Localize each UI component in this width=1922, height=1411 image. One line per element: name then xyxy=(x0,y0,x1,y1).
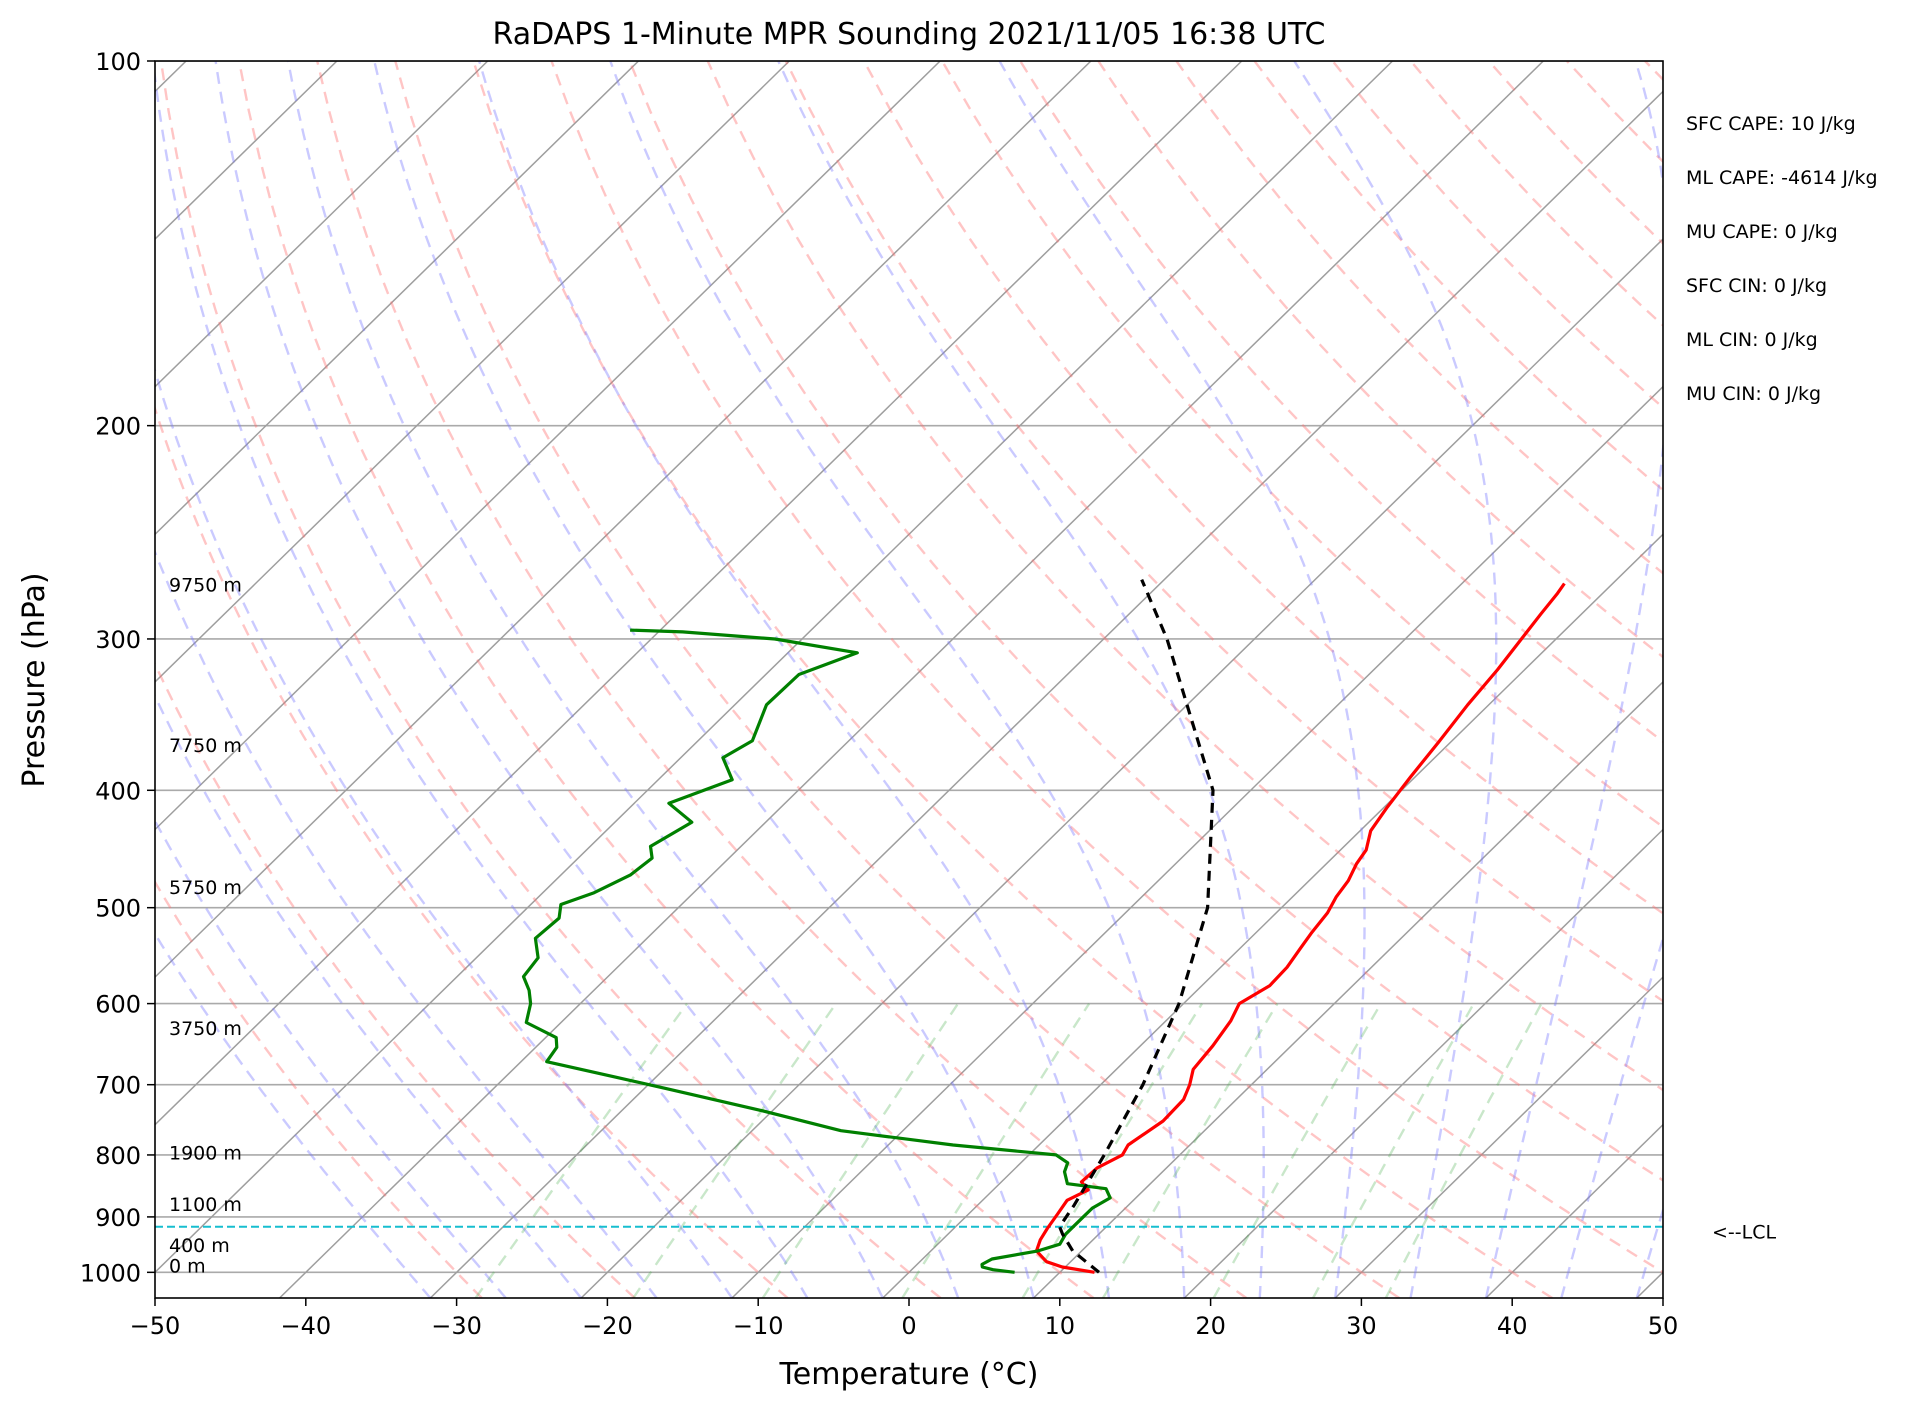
x-tick-label: 30 xyxy=(1346,1312,1377,1340)
isotherm-line xyxy=(0,61,488,1298)
dry-adiabat xyxy=(1176,61,1922,1298)
stat-line: ML CAPE: -4614 J/kg xyxy=(1686,167,1878,189)
height-label: 1100 m xyxy=(169,1194,242,1216)
dry-adiabat xyxy=(864,61,1922,1298)
moist-adiabat xyxy=(1294,61,1496,1298)
isotherm-line xyxy=(1637,61,1922,1298)
x-tick-label: −50 xyxy=(130,1312,181,1340)
height-label: 9750 m xyxy=(169,574,242,596)
moist-adiabat xyxy=(374,61,1033,1298)
x-tick-label: −20 xyxy=(582,1312,633,1340)
x-axis-label: Temperature (°C) xyxy=(779,1357,1039,1392)
y-tick-label: 800 xyxy=(95,1142,141,1170)
moist-adiabat xyxy=(610,61,1184,1298)
chart-title: RaDAPS 1-Minute MPR Sounding 2021/11/05 … xyxy=(493,17,1326,52)
y-tick-label: 400 xyxy=(95,777,141,805)
x-tick-label: 10 xyxy=(1045,1312,1076,1340)
x-tick-label: 40 xyxy=(1497,1312,1528,1340)
isotherm-line xyxy=(430,61,1694,1298)
x-tick-label: 0 xyxy=(901,1312,916,1340)
stat-line: MU CAPE: 0 J/kg xyxy=(1686,221,1838,243)
moist-adiabat xyxy=(778,61,1263,1298)
dry-adiabat xyxy=(0,61,482,1298)
dry-adiabat xyxy=(5,61,635,1298)
mixing-ratio-line xyxy=(1023,1004,1202,1298)
dry-adiabat xyxy=(317,61,1246,1298)
dry-adiabat xyxy=(83,61,788,1298)
x-tick-label: −30 xyxy=(431,1312,482,1340)
isotherm-line xyxy=(1335,61,1922,1298)
height-label: 7750 m xyxy=(169,735,242,757)
height-label: 0 m xyxy=(169,1255,206,1277)
dry-adiabat xyxy=(942,61,1922,1298)
x-tick-label: 20 xyxy=(1195,1312,1226,1340)
height-label: 1900 m xyxy=(169,1143,242,1165)
y-tick-label: 600 xyxy=(95,991,141,1019)
stat-line: MU CIN: 0 J/kg xyxy=(1686,383,1821,405)
moist-adiabat xyxy=(1561,61,1895,1298)
plot-area xyxy=(0,61,1922,1298)
moist-adiabat xyxy=(1637,61,1922,1298)
y-tick-label: 700 xyxy=(95,1072,141,1100)
isotherm-line xyxy=(0,61,789,1298)
mixing-ratio-line xyxy=(1214,1004,1381,1298)
y-axis-label: Pressure (hPa) xyxy=(17,572,52,787)
mixing-ratio-line xyxy=(902,1004,1089,1298)
dewpoint-profile xyxy=(524,630,1111,1272)
isotherm-line xyxy=(1788,61,1922,1298)
y-tick-label: 100 xyxy=(95,48,141,76)
dry-adiabat xyxy=(1567,61,1922,1298)
moist-adiabat xyxy=(1,61,582,1298)
mixing-ratio-line xyxy=(1386,1004,1542,1298)
mixing-ratio-line xyxy=(476,1004,687,1298)
isotherm-line xyxy=(883,61,1922,1298)
stat-line: ML CIN: 0 J/kg xyxy=(1686,329,1818,351)
moist-adiabat xyxy=(0,61,430,1298)
y-tick-label: 200 xyxy=(95,413,141,441)
mixing-ratio-line xyxy=(1103,1004,1277,1298)
stat-line: SFC CAPE: 10 J/kg xyxy=(1686,113,1856,135)
lcl-label: <--LCL xyxy=(1712,1222,1776,1244)
dry-adiabat xyxy=(1333,61,1922,1298)
height-label: 3750 m xyxy=(169,1018,242,1040)
dry-adiabat xyxy=(630,61,1859,1298)
isotherm-line xyxy=(280,61,1544,1298)
y-tick-label: 300 xyxy=(95,626,141,654)
parcel-path xyxy=(1060,580,1213,1273)
moist-adiabat xyxy=(1000,61,1365,1298)
temperature-profile xyxy=(1037,584,1565,1273)
isotherm-line xyxy=(1184,61,1922,1298)
plot-frame xyxy=(155,61,1663,1298)
mixing-ratio-line xyxy=(633,1004,836,1298)
dry-adiabat xyxy=(1098,61,1922,1298)
y-tick-label: 1000 xyxy=(80,1259,141,1287)
dry-adiabat xyxy=(1723,61,1922,1298)
moist-adiabat xyxy=(98,61,733,1298)
dry-adiabat xyxy=(473,61,1552,1298)
axis-ticks: −50 −40 −30 −20 −10 0 10 20 30 40 50 100 200 300 400 50… xyxy=(80,48,1678,1340)
dry-adiabat xyxy=(1489,61,1922,1298)
stat-line: SFC CIN: 0 J/kg xyxy=(1686,275,1827,297)
isotherm-line xyxy=(1486,61,1922,1298)
dry-adiabat xyxy=(1645,61,1922,1298)
mixing-ratio-line xyxy=(1313,1004,1474,1298)
y-tick-label: 900 xyxy=(95,1204,141,1232)
moist-adiabat xyxy=(288,61,958,1298)
x-tick-label: 50 xyxy=(1648,1312,1679,1340)
dry-adiabat xyxy=(1020,61,1922,1298)
y-tick-label: 500 xyxy=(95,895,141,923)
x-tick-label: −10 xyxy=(733,1312,784,1340)
x-tick-label: −40 xyxy=(280,1312,331,1340)
height-label: 400 m xyxy=(169,1235,230,1257)
height-label: 5750 m xyxy=(169,877,242,899)
